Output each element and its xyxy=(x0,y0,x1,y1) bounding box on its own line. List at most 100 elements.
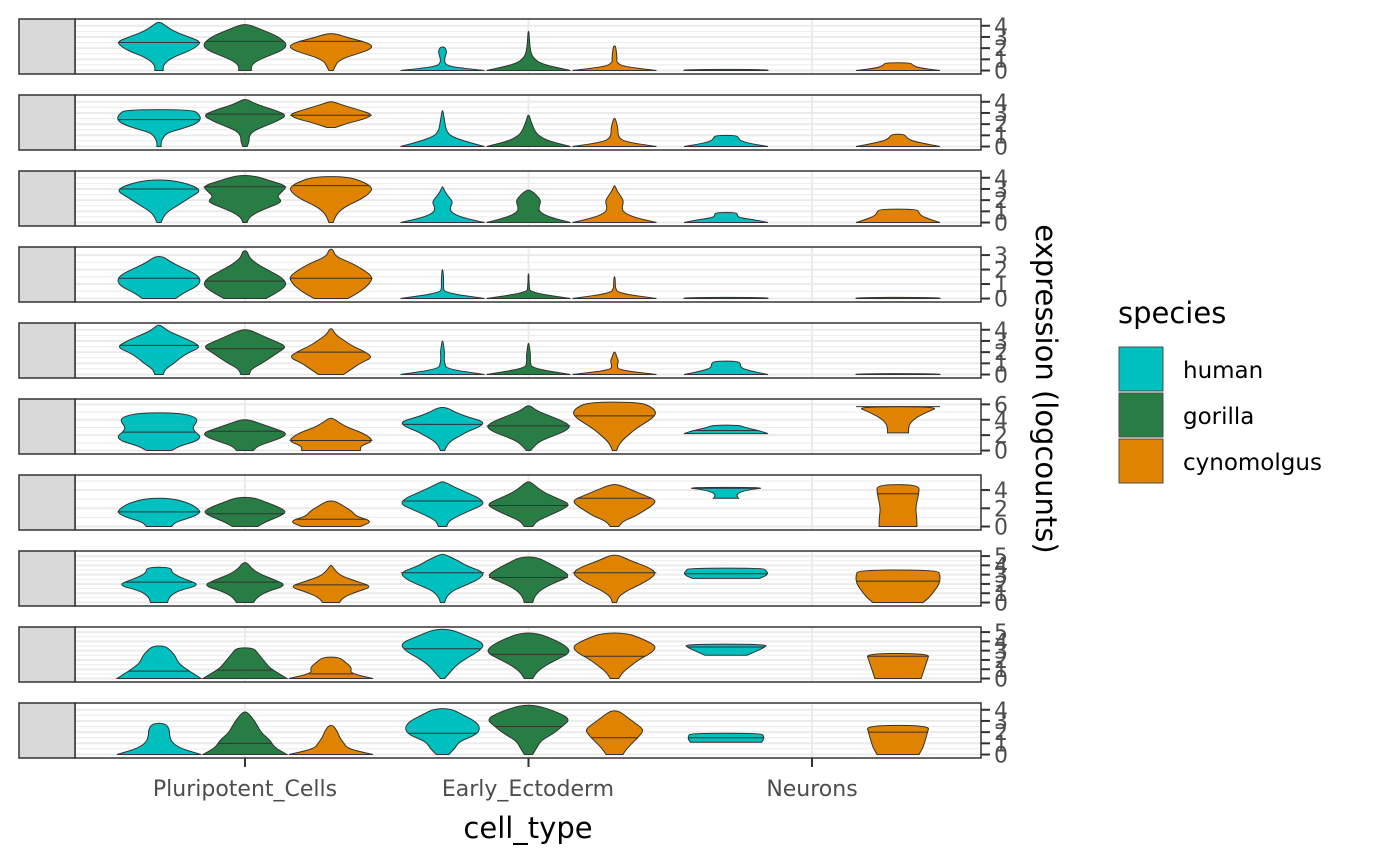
y-tick-label: 0 xyxy=(994,212,1008,237)
facet-strip xyxy=(18,398,76,455)
violin-human-pluripotent_cells xyxy=(115,645,203,680)
y-tick-label: 0 xyxy=(994,516,1008,541)
violin-gorilla-pluripotent_cells xyxy=(203,24,287,72)
violin-gorilla-pluripotent_cells xyxy=(204,419,286,452)
violin-cynomolgus-early_ectoderm xyxy=(573,401,656,452)
x-tick-label-early-ectoderm: Early_Ectoderm xyxy=(442,777,614,802)
violin-cynomolgus-early_ectoderm xyxy=(573,484,656,528)
facet-strip xyxy=(18,94,76,151)
y-tick-label: 3 xyxy=(994,244,1008,269)
y-tick-label: 2 xyxy=(994,113,1008,138)
violin-cynomolgus-neurons xyxy=(855,133,941,148)
violin-cynomolgus-early_ectoderm xyxy=(572,351,657,376)
y-tick-label: 3 xyxy=(994,26,1008,51)
violin-human-neurons xyxy=(683,134,769,148)
violin-human-early_ectoderm xyxy=(401,628,484,680)
y-tick-label: 5 xyxy=(994,545,1008,570)
violin-human-pluripotent_cells xyxy=(117,109,201,148)
legend-key-gorilla xyxy=(1118,392,1164,438)
y-tick-label: 2 xyxy=(994,649,1008,674)
y-tick-label: 1 xyxy=(994,48,1008,73)
legend: species human gorilla cynomolgus xyxy=(1118,296,1322,484)
y-tick-label: 6 xyxy=(994,393,1008,418)
violin-cynomolgus-pluripotent_cells xyxy=(289,176,373,224)
x-tick-label-pluripotent: Pluripotent_Cells xyxy=(153,777,337,802)
violin-cynomolgus-pluripotent_cells xyxy=(291,101,371,129)
y-tick-label: 1 xyxy=(994,732,1008,757)
violin-human-pluripotent_cells xyxy=(117,256,201,300)
violin-gorilla-pluripotent_cells xyxy=(204,175,286,224)
y-tick-label: 4 xyxy=(994,479,1008,504)
y-tick-label: 0 xyxy=(994,136,1008,161)
facet-panel: ERF01234 xyxy=(18,167,1008,237)
violin-gorilla-pluripotent_cells xyxy=(204,496,286,528)
violin-cynomolgus-neurons xyxy=(855,208,941,224)
violin-gorilla-early_ectoderm xyxy=(486,114,571,148)
legend-label-human: human xyxy=(1183,358,1263,384)
violin-human-neurons xyxy=(683,211,769,224)
y-tick-label: 1 xyxy=(994,658,1008,683)
facet-strip xyxy=(18,702,76,759)
violin-human-early_ectoderm xyxy=(405,708,480,756)
facet-strip xyxy=(18,626,76,683)
y-tick-label: 2 xyxy=(994,721,1008,746)
violin-cynomolgus-neurons xyxy=(855,62,941,72)
violin-gorilla-pluripotent_cells xyxy=(201,647,289,680)
violin-cynomolgus-early_ectoderm xyxy=(572,45,657,72)
violin-cynomolgus-pluripotent_cells xyxy=(288,724,374,756)
violin-gorilla-early_ectoderm xyxy=(487,405,570,452)
violin-human-early_ectoderm xyxy=(400,186,485,224)
violin-gorilla-pluripotent_cells xyxy=(203,250,287,300)
y-axis-title: expression (logcounts) xyxy=(1029,224,1063,553)
y-tick-label: 4 xyxy=(994,630,1008,655)
violin-gorilla-early_ectoderm xyxy=(486,273,571,300)
y-tick-label: 0 xyxy=(994,60,1008,85)
y-tick-label: 2 xyxy=(994,189,1008,214)
y-tick-label: 3 xyxy=(994,710,1008,735)
x-tick-label-neurons: Neurons xyxy=(766,777,857,802)
violin-human-early_ectoderm xyxy=(400,46,485,72)
facet-strip xyxy=(18,246,76,303)
y-tick-label: 1 xyxy=(994,582,1008,607)
facet-panel: ARC012345 xyxy=(18,545,1008,617)
y-tick-label: 4 xyxy=(994,15,1008,40)
y-tick-label: 2 xyxy=(994,497,1008,522)
facet-panel: OU5F01234 xyxy=(18,15,1008,85)
violin-cynomolgus-neurons xyxy=(876,484,920,528)
violin-gorilla-early_ectoderm xyxy=(486,342,571,376)
facet-strip xyxy=(18,18,76,75)
y-tick-label: 3 xyxy=(994,640,1008,665)
violin-human-pluripotent_cells xyxy=(121,566,197,604)
y-tick-label: 0 xyxy=(994,592,1008,617)
violin-human-early_ectoderm xyxy=(401,553,484,604)
violin-human-pluripotent_cells xyxy=(116,722,202,756)
facet-panel: VIM0246 xyxy=(18,393,1008,465)
y-tick-label: 4 xyxy=(994,91,1008,116)
violin-human-pluripotent_cells xyxy=(118,21,200,72)
violin-cynomolgus-pluripotent_cells xyxy=(292,564,370,604)
facet-panel: NMT301234 xyxy=(18,91,1008,161)
violin-cynomolgus-pluripotent_cells xyxy=(288,656,374,680)
violin-human-early_ectoderm xyxy=(401,481,484,528)
facet-panels: OU5F01234NMT301234ERF01234DGF01231TD0123… xyxy=(18,15,1008,769)
violin-gorilla-early_ectoderm xyxy=(488,704,569,756)
violin-gorilla-early_ectoderm xyxy=(488,556,569,604)
violin-human-pluripotent_cells xyxy=(118,179,200,224)
legend-key-human xyxy=(1118,346,1164,392)
y-tick-label: 3 xyxy=(994,564,1008,589)
violin-gorilla-early_ectoderm xyxy=(488,481,569,528)
violin-cynomolgus-neurons xyxy=(867,724,929,756)
y-tick-label: 3 xyxy=(994,330,1008,355)
violin-cynomolgus-pluripotent_cells xyxy=(290,417,372,452)
violin-cynomolgus-neurons xyxy=(855,569,941,604)
legend-label-gorilla: gorilla xyxy=(1183,404,1254,430)
y-tick-label: 4 xyxy=(994,554,1008,579)
violin-cynomolgus-pluripotent_cells xyxy=(289,33,373,72)
y-tick-label: 3 xyxy=(994,102,1008,127)
y-tick-label: 1 xyxy=(994,273,1008,298)
violin-cynomolgus-early_ectoderm xyxy=(572,118,657,148)
y-tick-label: 2 xyxy=(994,573,1008,598)
y-tick-label: 2 xyxy=(994,424,1008,449)
